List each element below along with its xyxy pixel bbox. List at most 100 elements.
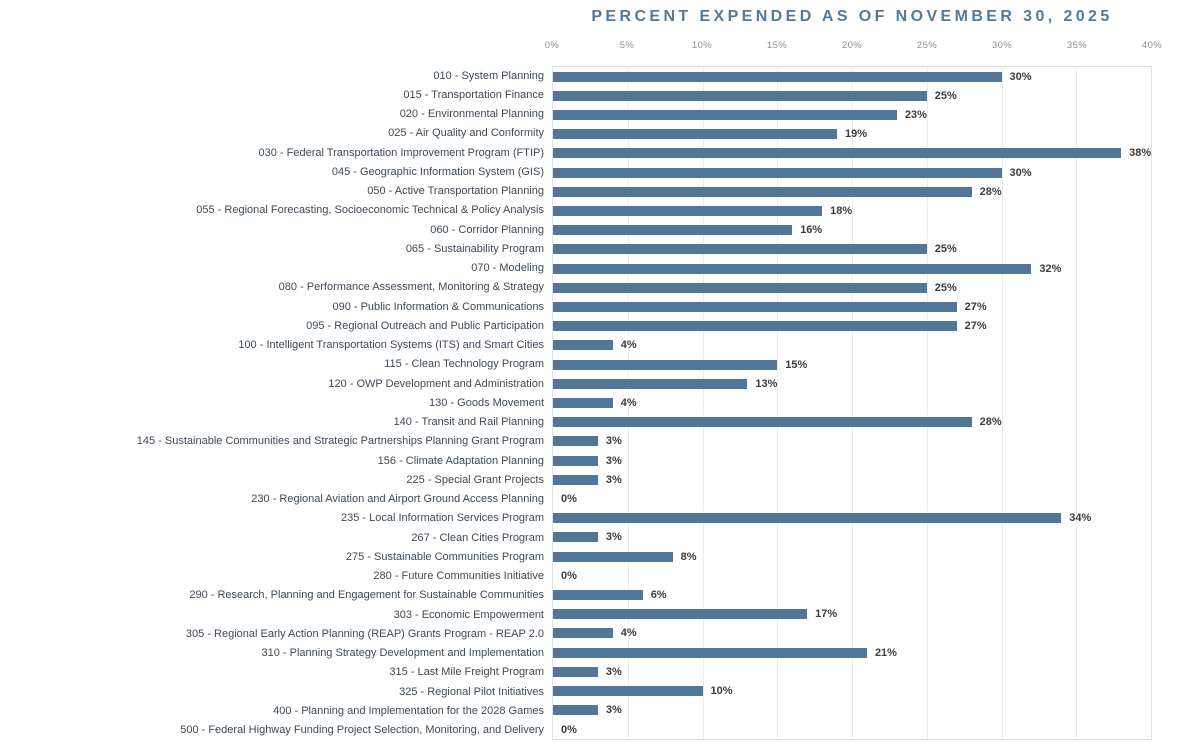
category-label: 090 - Public Information & Communication… <box>332 300 544 313</box>
bar <box>553 110 897 120</box>
bar-row: 38% <box>553 144 1151 163</box>
bar <box>553 302 957 313</box>
category-label: 275 - Sustainable Communities Program <box>345 550 544 563</box>
category-label: 235 - Local Information Services Program <box>341 512 544 525</box>
gridline <box>702 67 704 739</box>
bar-row: 16% <box>553 221 1151 240</box>
bar-row: 0% <box>553 489 1151 508</box>
category-label: 020 - Environmental Planning <box>399 108 544 121</box>
bar-value-label: 4% <box>620 397 637 410</box>
bar-row: 17% <box>553 605 1151 624</box>
gridline <box>1001 67 1003 739</box>
bar-row: 30% <box>553 163 1151 182</box>
bar <box>553 666 598 677</box>
category-label: 095 - Regional Outreach and Public Parti… <box>306 319 544 332</box>
category-label: 225 - Special Grant Projects <box>406 473 544 486</box>
bar-value-label: 3% <box>605 704 622 717</box>
bar <box>553 532 598 543</box>
bar <box>553 263 1032 274</box>
bar-value-label: 19% <box>845 128 868 141</box>
category-label: 303 - Economic Empowerment <box>393 608 544 621</box>
category-label: 500 - Federal Highway Funding Project Se… <box>180 724 544 737</box>
bar-row: 4% <box>553 393 1151 412</box>
bar <box>553 129 838 140</box>
x-axis-tick-label: 10% <box>691 40 713 51</box>
bar-value-label: 30% <box>1009 70 1032 83</box>
gridline <box>852 67 853 739</box>
bar <box>553 705 598 716</box>
category-label: 055 - Regional Forecasting, Socioeconomi… <box>196 204 544 217</box>
bar-row: 23% <box>553 105 1151 124</box>
category-label: 140 - Transit and Rail Planning <box>393 416 544 429</box>
bar <box>553 609 808 620</box>
bar-value-label: 0% <box>561 569 577 582</box>
bar-value-label: 32% <box>1039 262 1062 275</box>
x-axis: 0% 5% 10% 15% 20% 25% 30% 35% 40% <box>545 40 1162 54</box>
bar-value-label: 4% <box>620 339 637 352</box>
category-label: 120 - OWP Development and Administration <box>328 377 544 390</box>
category-label: 100 - Intelligent Transportation Systems… <box>238 339 544 352</box>
bar-value-label: 0% <box>561 493 577 506</box>
bar-value-label: 13% <box>755 377 778 390</box>
bar-value-label: 3% <box>605 473 622 486</box>
bar-value-label: 38% <box>1129 147 1152 160</box>
chart-title: PERCENT EXPENDED AS OF NOVEMBER 30, 2025 <box>591 8 1113 25</box>
category-label: 267 - Clean Cities Program <box>411 531 544 544</box>
bar <box>553 590 643 601</box>
x-axis-tick-label: 35% <box>1066 40 1088 51</box>
bar-row: 30% <box>553 67 1151 86</box>
bar-row: 3% <box>553 470 1151 489</box>
bar-row: 25% <box>553 86 1151 105</box>
bar <box>553 398 613 409</box>
category-label: 025 - Air Quality and Conformity <box>388 127 544 140</box>
bar-row: 3% <box>553 451 1151 470</box>
bar <box>553 167 1002 178</box>
bar <box>553 340 613 351</box>
bar-value-label: 28% <box>979 185 1002 198</box>
x-axis-tick-label: 5% <box>619 40 635 51</box>
bar-value-label: 17% <box>815 608 838 621</box>
bar <box>553 378 748 389</box>
category-label: 070 - Modeling <box>471 262 544 275</box>
category-label: 015 - Transportation Finance <box>403 88 544 101</box>
bar-value-label: 0% <box>561 723 577 736</box>
category-label: 050 - Active Transportation Planning <box>367 185 544 198</box>
bar <box>553 186 972 197</box>
gridline <box>627 67 629 739</box>
bar-value-label: 6% <box>650 589 667 602</box>
gridline <box>777 67 779 739</box>
bar-value-label: 4% <box>620 627 637 640</box>
category-label: 065 - Sustainability Program <box>405 242 544 255</box>
bar <box>553 90 927 101</box>
x-axis-tick-label: 0% <box>544 40 560 51</box>
x-axis-tick-label: 40% <box>1141 40 1163 51</box>
bar-value-label: 28% <box>979 416 1002 429</box>
bar <box>553 321 957 332</box>
category-label: 060 - Corridor Planning <box>430 223 544 236</box>
bar-row: 19% <box>553 125 1151 144</box>
bar <box>553 282 927 293</box>
bar-value-label: 18% <box>830 205 853 218</box>
category-label: 045 - Geographic Information System (GIS… <box>331 165 544 178</box>
category-label: 310 - Planning Strategy Development and … <box>261 647 544 660</box>
bar-value-label: 3% <box>605 665 622 678</box>
bar-row: 27% <box>553 297 1151 316</box>
bar <box>553 686 703 697</box>
category-label: 010 - System Planning <box>433 69 544 82</box>
bar-value-label: 34% <box>1069 512 1092 525</box>
category-label: 080 - Performance Assessment, Monitoring… <box>278 281 544 294</box>
bar-value-label: 21% <box>874 646 897 659</box>
category-label: 305 - Regional Early Action Planning (RE… <box>185 627 544 640</box>
bar <box>553 647 867 658</box>
bar-value-label: 3% <box>605 454 622 467</box>
category-label: 230 - Regional Aviation and Airport Grou… <box>251 493 544 506</box>
category-label: 290 - Research, Planning and Engagement … <box>189 589 544 602</box>
category-axis-labels: 010 - System Planning 015 - Transportatio… <box>0 66 552 740</box>
bar-row: 34% <box>553 509 1151 528</box>
bar-row: 18% <box>553 201 1151 220</box>
bar-value-label: 10% <box>710 685 733 698</box>
bar-row: 25% <box>553 240 1151 259</box>
bar-value-label: 16% <box>800 224 823 237</box>
bar <box>553 148 1122 159</box>
